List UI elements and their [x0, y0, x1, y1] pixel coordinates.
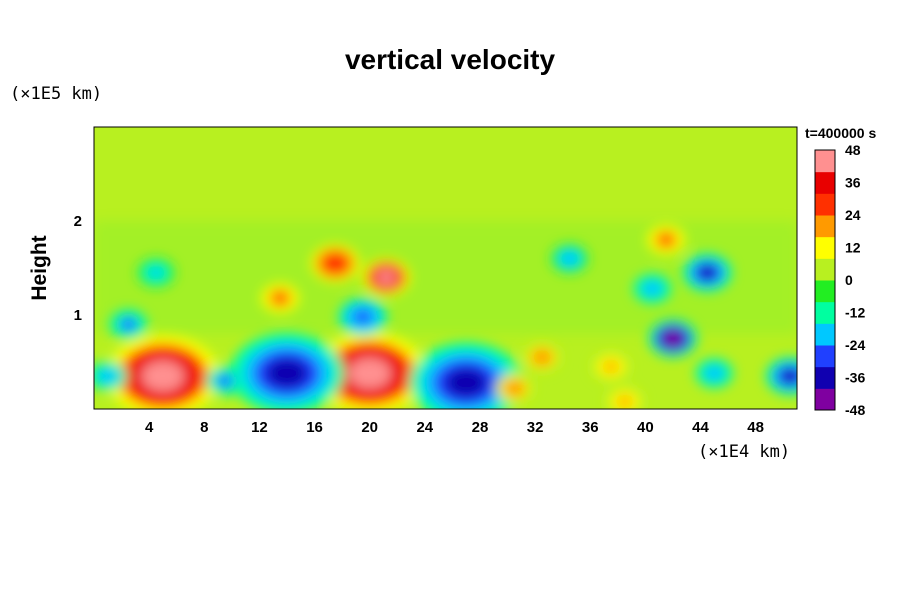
x-axis-ticks: 4 8 12 16 20 24 28 32 36 40 44 48 [145, 419, 764, 436]
feature-contour [780, 368, 797, 384]
x-tick-label: 4 [145, 419, 154, 436]
colorbar-segment [815, 171, 835, 194]
colorbar-tick-label: 0 [845, 272, 853, 288]
colorbar-segment [815, 323, 835, 346]
feature-contour [141, 360, 185, 392]
feature-10 [648, 319, 698, 358]
feature-contour [444, 367, 488, 398]
x-tick-label: 16 [306, 419, 323, 436]
x-tick-label: 8 [200, 419, 208, 436]
colorbar-frame [814, 149, 836, 411]
feature-contour [377, 270, 396, 285]
colorbar-tick-label: 24 [845, 207, 861, 223]
plot-frame [93, 126, 798, 410]
feature-16 [683, 253, 732, 292]
x-axis-unit: (×1E4 km) [698, 442, 791, 462]
feature-2 [230, 332, 344, 409]
colorbar-segment [815, 236, 835, 259]
feature-contour [507, 382, 522, 394]
feature-contour [348, 357, 392, 389]
feature-3 [409, 342, 523, 409]
feature-1 [313, 332, 427, 409]
feature-contour [707, 367, 722, 379]
feature-contour [217, 375, 233, 387]
feature-contour [265, 357, 309, 389]
colorbar-segment [815, 193, 835, 216]
colorbar-segment [815, 258, 835, 281]
x-tick-label: 12 [251, 419, 268, 436]
feature-19 [137, 257, 175, 288]
feature-13 [361, 258, 411, 297]
colorbar: 48 36 24 12 0 -12 -24 -36 -48 [814, 142, 865, 418]
colorbar-segment [815, 280, 835, 303]
x-tick-label: 20 [361, 419, 378, 436]
feature-contour [562, 252, 577, 265]
x-tick-label: 44 [692, 419, 709, 436]
feature-15 [261, 283, 299, 313]
colorbar-segment [815, 345, 835, 368]
feature-11 [695, 358, 734, 389]
colorbar-tick-label: -24 [845, 337, 865, 353]
feature-17 [633, 273, 672, 304]
x-tick-label: 24 [416, 419, 433, 436]
colorbar-segment [815, 388, 835, 411]
feature-5 [765, 357, 797, 395]
feature-contour [100, 370, 115, 382]
feature-contour [603, 361, 619, 373]
y-axis-ticks: 12 [74, 213, 82, 324]
feature-9 [495, 373, 534, 404]
colorbar-tick-label: -48 [845, 402, 865, 418]
feature-20 [109, 309, 148, 340]
feature-contour [645, 283, 660, 295]
chart-title: vertical velocity [344, 44, 556, 75]
x-tick-label: 36 [582, 419, 599, 436]
feature-contour [658, 234, 674, 246]
x-tick-label: 40 [637, 419, 654, 436]
feature-6 [94, 361, 127, 391]
feature-22 [550, 243, 589, 274]
feature-contour [698, 265, 717, 280]
feature-7 [523, 342, 561, 373]
feature-8 [592, 351, 630, 382]
feature-contour [663, 331, 683, 346]
feature-12 [605, 386, 644, 409]
colorbar-tick-label: -12 [845, 305, 865, 321]
feature-21 [338, 297, 388, 336]
feature-14 [310, 244, 360, 283]
time-label: t=400000 s [805, 125, 877, 141]
x-tick-label: 28 [472, 419, 489, 436]
x-tick-label: 32 [527, 419, 544, 436]
colorbar-segment [815, 301, 835, 324]
colorbar-segment [815, 215, 835, 238]
colorbar-segment [815, 150, 835, 173]
colorbar-tick-label: 36 [845, 175, 861, 191]
feature-contour [326, 256, 345, 271]
colorbar-segment [815, 366, 835, 389]
colorbar-tick-label: 12 [845, 240, 861, 256]
feature-contour [148, 267, 164, 279]
y-tick-label: 1 [74, 307, 82, 324]
feature-4 [206, 365, 244, 396]
colorbar-tick-label: 48 [845, 142, 861, 158]
feature-contour [617, 395, 632, 408]
feature-contour [272, 292, 288, 304]
y-axis-unit: (×1E5 km) [10, 84, 103, 104]
y-tick-label: 2 [74, 213, 82, 230]
colorbar-tick-label: -36 [845, 370, 865, 386]
heatmap-field [94, 127, 797, 409]
feature-contour [534, 351, 550, 363]
feature-contour [353, 309, 372, 325]
feature-18 [647, 224, 685, 255]
x-tick-label: 48 [747, 419, 764, 436]
feature-0 [106, 335, 220, 409]
feature-contour [121, 318, 136, 331]
